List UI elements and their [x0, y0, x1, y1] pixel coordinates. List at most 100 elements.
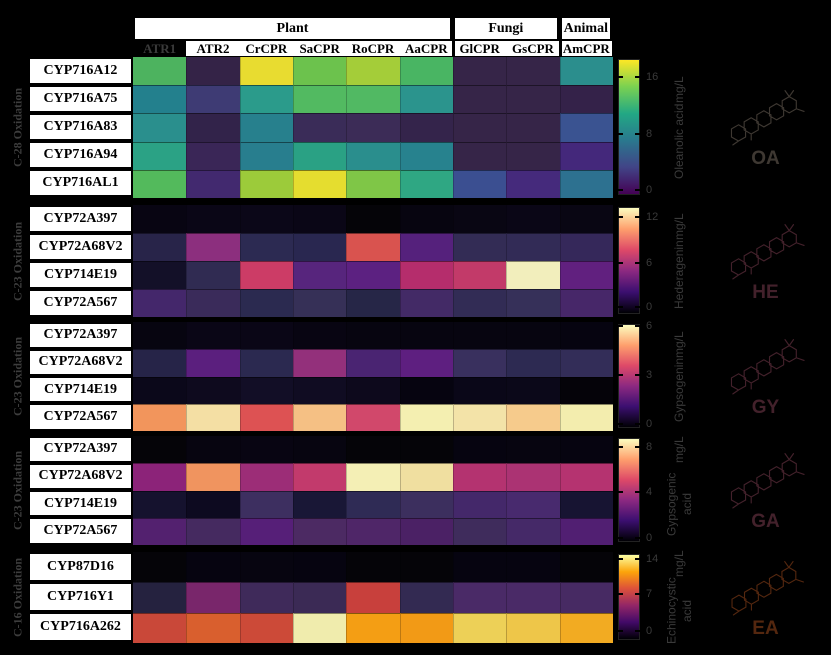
row-label-cyp87d16: CYP87D16	[30, 553, 131, 580]
heatmap-cell	[399, 436, 453, 464]
structure-abbr-label: HE	[752, 281, 779, 303]
heatmap-cell	[399, 289, 453, 317]
heatmap-cell	[133, 113, 187, 142]
heatmap-cell	[506, 233, 560, 261]
heatmap-cell	[186, 205, 240, 233]
heatmap-cell	[506, 436, 560, 464]
colorbar-tick-label: 6	[646, 256, 653, 269]
heatmap-cell	[559, 141, 613, 170]
colorbar-tick	[618, 215, 623, 218]
heatmap-cell	[133, 376, 187, 404]
colorbar-tick-label: 16	[646, 70, 659, 83]
row-label-cyp72a68v2: CYP72A68V2	[30, 350, 131, 374]
left-axis-label-block1: C-28 Oxidation	[10, 88, 25, 168]
colorbar-tick	[618, 132, 623, 135]
heatmap-cell	[239, 403, 293, 431]
heatmap-block4	[133, 436, 613, 545]
row-label-cyp72a397: CYP72A397	[30, 323, 131, 347]
heatmap-cell	[292, 261, 347, 289]
heatmap-cell	[292, 85, 347, 114]
heatmap-cell	[559, 436, 613, 464]
colorbar-axis-label-block3: Gypsogenin mg/L	[664, 322, 696, 431]
heatmap-cell	[292, 490, 347, 518]
row-label-cyp716a83: CYP716A83	[30, 114, 131, 140]
heatmap-block5	[133, 552, 613, 643]
colorbar-tick-label: 4	[646, 486, 653, 499]
heatmap-cell	[239, 490, 293, 518]
heatmap-cell	[133, 517, 187, 545]
colorbar-tick-label: 8	[646, 127, 653, 140]
heatmap-cell	[346, 612, 400, 643]
heatmap-block3	[133, 322, 613, 431]
colorbar-tick-label: 12	[646, 210, 659, 223]
heatmap-cell	[506, 322, 560, 350]
heatmap-cell	[452, 261, 507, 289]
heatmap-cell	[239, 169, 293, 198]
colorbar-axis-label-line1: Hederagenin	[672, 239, 687, 309]
colorbar-tick	[618, 261, 623, 264]
heatmap-cell	[559, 57, 613, 86]
colorbar-tick	[635, 132, 640, 135]
heatmap-cell	[186, 490, 240, 518]
heatmap-cell	[186, 349, 240, 377]
heatmap-cell	[239, 141, 293, 170]
heatmap-cell	[292, 322, 347, 350]
colorbar-tick-label: 14	[646, 553, 659, 566]
heatmap-cell	[186, 57, 240, 86]
row-label-cyp72a397: CYP72A397	[30, 437, 131, 461]
heatmap-cell	[346, 85, 400, 114]
colorbar-axis-label-line1: Oleanolic acid	[672, 103, 687, 179]
left-axis-label-block3: C-23 Oxidation	[10, 337, 25, 417]
chemical-structure-gy: GY	[700, 322, 831, 431]
heatmap-cell	[346, 141, 400, 170]
heatmap-cell	[239, 57, 293, 86]
heatmap-cell	[346, 582, 400, 613]
heatmap-cell	[346, 322, 400, 350]
heatmap-cell	[292, 403, 347, 431]
heatmap-cell	[452, 322, 507, 350]
heatmap-cell	[292, 612, 347, 643]
heatmap-cell	[346, 113, 400, 142]
colorbar-tick-label: 0	[646, 532, 653, 545]
heatmap-cell	[559, 85, 613, 114]
heatmap-cell	[133, 141, 187, 170]
heatmap-cell	[452, 57, 507, 86]
heatmap-cell	[346, 261, 400, 289]
heatmap-cell	[292, 141, 347, 170]
colorbar-tick-label: 7	[646, 588, 653, 601]
colorbar-axis-label-line2: mg/L	[672, 550, 687, 578]
colorbar-tick	[635, 445, 640, 448]
heatmap-cell	[399, 85, 453, 114]
colorbar-tick	[618, 629, 623, 632]
heatmap-cell	[399, 205, 453, 233]
heatmap-cell	[346, 490, 400, 518]
heatmap-cell	[506, 85, 560, 114]
heatmap-block2	[133, 205, 613, 317]
column-group-box-fungi: Fungi	[454, 17, 558, 40]
heatmap-cell	[239, 322, 293, 350]
colorbar-tick	[618, 491, 623, 494]
colorbar-tick	[635, 325, 640, 328]
heatmap-cell	[559, 552, 613, 583]
heatmap-cell	[239, 113, 293, 142]
heatmap-cell	[452, 169, 507, 198]
heatmap-cell	[559, 261, 613, 289]
colorbar-tick	[618, 422, 623, 425]
heatmap-cell	[506, 57, 560, 86]
heatmap-cell	[292, 582, 347, 613]
row-label-cyp72a397: CYP72A397	[30, 206, 131, 231]
heatmap-cell	[186, 113, 240, 142]
colorbar-tick	[618, 75, 623, 78]
column-group-box-plant: Plant	[134, 17, 451, 40]
heatmap-cell	[133, 85, 187, 114]
heatmap-cell	[506, 205, 560, 233]
heatmap-cell	[452, 517, 507, 545]
colorbar-block1	[618, 59, 640, 195]
row-label-cyp716al1: CYP716AL1	[30, 171, 131, 196]
colorbar-tick	[618, 558, 623, 561]
heatmap-cell	[399, 57, 453, 86]
chemical-structure-oa: OA	[700, 57, 831, 198]
heatmap-cell	[346, 403, 400, 431]
colorbar-tick-label: 8	[646, 440, 653, 453]
